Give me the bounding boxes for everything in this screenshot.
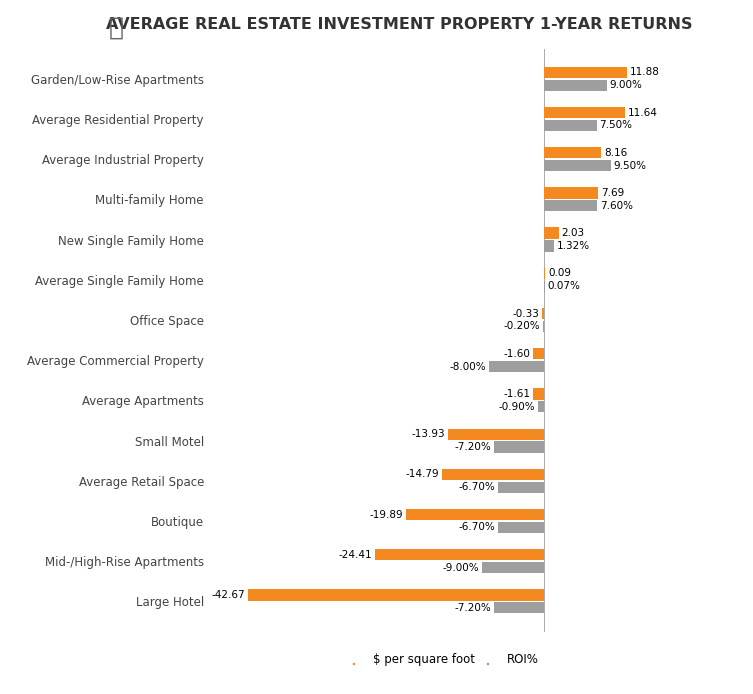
Bar <box>533 389 544 400</box>
Text: 1.32%: 1.32% <box>556 241 590 251</box>
Text: 9.50%: 9.50% <box>613 160 646 171</box>
Bar <box>533 348 544 359</box>
Bar <box>544 67 627 78</box>
Text: -8.00%: -8.00% <box>450 362 486 371</box>
Bar <box>544 228 559 239</box>
Bar <box>498 482 544 493</box>
Text: 7.60%: 7.60% <box>600 201 633 211</box>
Bar <box>542 308 544 319</box>
Bar <box>482 562 544 573</box>
Text: 0.09: 0.09 <box>548 269 571 278</box>
Bar <box>543 321 544 332</box>
Bar <box>495 602 544 613</box>
Text: -42.67: -42.67 <box>212 590 245 600</box>
Text: -9.00%: -9.00% <box>443 563 479 573</box>
Bar <box>544 107 626 118</box>
Bar <box>442 468 544 480</box>
Text: 🏠: 🏠 <box>109 15 124 40</box>
Text: -1.60: -1.60 <box>504 348 531 359</box>
Text: 9.00%: 9.00% <box>610 81 643 90</box>
Text: -14.79: -14.79 <box>405 469 439 480</box>
Bar <box>544 160 611 171</box>
Bar <box>544 120 596 131</box>
Text: 0.07%: 0.07% <box>547 281 581 291</box>
Text: -13.93: -13.93 <box>411 429 445 439</box>
Text: -0.20%: -0.20% <box>504 321 541 332</box>
Bar <box>489 361 544 372</box>
Text: -6.70%: -6.70% <box>459 523 495 532</box>
Text: -0.90%: -0.90% <box>498 402 535 412</box>
Text: -24.41: -24.41 <box>338 550 372 560</box>
Text: 11.64: 11.64 <box>628 108 658 117</box>
Bar <box>447 428 544 440</box>
Text: 7.50%: 7.50% <box>599 120 633 130</box>
Bar <box>495 441 544 452</box>
Text: -19.89: -19.89 <box>370 509 404 520</box>
Text: -0.33: -0.33 <box>513 309 539 319</box>
Text: 2.03: 2.03 <box>562 228 584 238</box>
Text: 8.16: 8.16 <box>604 148 627 158</box>
Bar <box>544 147 601 158</box>
Bar <box>498 522 544 533</box>
Bar <box>544 187 598 198</box>
Bar <box>544 80 607 91</box>
Text: -7.20%: -7.20% <box>455 442 492 452</box>
Bar <box>544 200 597 212</box>
Text: 11.88: 11.88 <box>630 67 660 77</box>
Legend: $ per square foot, ROI%: $ per square foot, ROI% <box>353 654 538 666</box>
Bar <box>544 240 553 252</box>
Bar <box>248 589 544 600</box>
Text: -6.70%: -6.70% <box>459 482 495 492</box>
Text: -1.61: -1.61 <box>504 389 531 399</box>
Bar <box>375 549 544 560</box>
Bar <box>406 509 544 520</box>
Text: -7.20%: -7.20% <box>455 603 492 613</box>
Bar <box>538 401 544 412</box>
Text: 7.69: 7.69 <box>601 188 624 198</box>
Text: AVERAGE REAL ESTATE INVESTMENT PROPERTY 1-YEAR RETURNS: AVERAGE REAL ESTATE INVESTMENT PROPERTY … <box>106 17 692 33</box>
